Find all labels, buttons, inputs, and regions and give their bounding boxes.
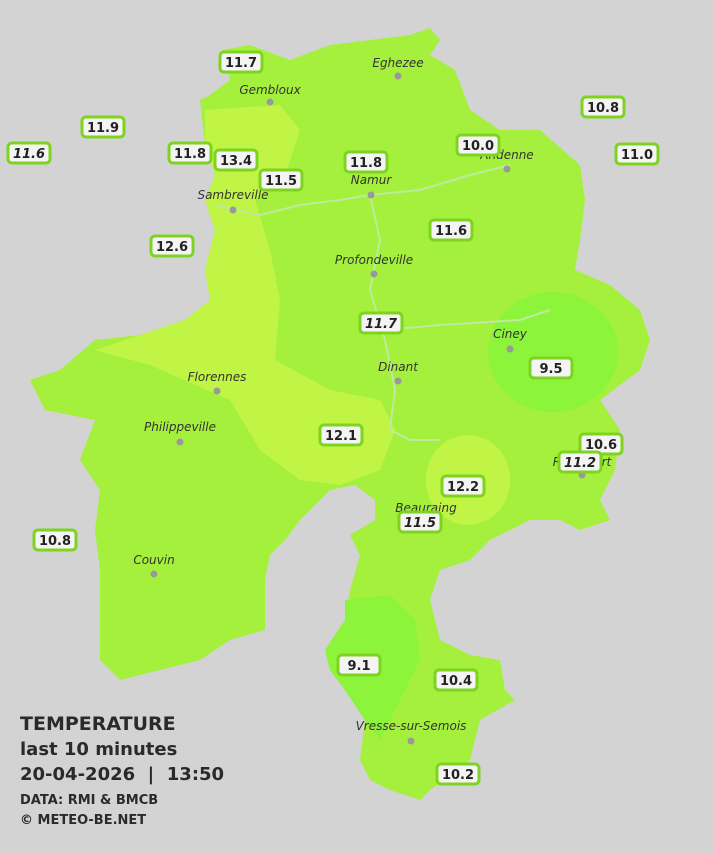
town-dot [266,98,274,106]
cool-zone [488,292,618,412]
legend-timestamp: 20-04-2026 | 13:50 [20,764,224,785]
station-box [557,450,603,474]
station-box [6,141,52,165]
station-value: 10.8 [39,534,71,549]
station-value: 11.7 [365,317,398,332]
town-dot [370,270,378,278]
legend-source: DATA: RMI & BMCB [20,793,158,808]
town-dot [150,570,158,578]
legend-title: TEMPERATURE [20,713,176,735]
town-label: Couvin [133,553,174,567]
town-label: Profondeville [335,253,413,267]
station-value: 11.5 [404,516,436,531]
station-box [614,142,660,166]
station-box [435,762,481,786]
town-dot [394,72,402,80]
station-box [528,356,574,380]
station-value: 11.8 [350,156,382,171]
station-value: 11.6 [435,224,467,239]
station-box [358,311,404,335]
town-label: Gembloux [239,83,301,97]
station-value: 11.2 [564,456,596,471]
station-value: 10.4 [440,674,472,689]
station-value: 11.5 [265,174,297,189]
station-value: 13.4 [220,154,252,169]
station-value: 10.8 [587,101,619,116]
station-value: 9.5 [539,362,562,377]
warm-zone [95,105,395,485]
station-value: 11.0 [621,148,653,163]
town-dot [367,191,375,199]
town-dot [407,737,415,745]
station-box [32,528,78,552]
town-dot [229,206,237,214]
station-value: 10.2 [442,768,474,783]
station-box [433,668,479,692]
station-value: 9.1 [347,659,370,674]
station-box [440,474,486,498]
station-box [580,95,626,119]
station-box [167,141,213,165]
station-box [218,50,264,74]
town-dot [176,438,184,446]
station-value: 11.7 [225,56,257,71]
station-value: 10.6 [585,438,617,453]
river [214,164,551,441]
station-value: 10.0 [462,139,494,154]
town-label: Eghezee [372,56,423,70]
station-box [428,218,474,242]
town-dot [213,387,221,395]
station-box [336,653,382,677]
station-box [397,510,443,534]
station-value: 12.1 [325,429,357,444]
station-box [318,423,364,447]
station-box [258,168,304,192]
town-label: Philippeville [144,420,216,434]
town-dot [506,345,514,353]
station-box [149,234,195,258]
town-label: Dinant [378,360,419,374]
town-dot [503,165,511,173]
station-box [80,115,126,139]
legend-copyright: © METEO-BE.NET [20,813,146,828]
town-label: Namur [351,173,393,187]
town-label: Sambreville [197,188,268,202]
station-value: 11.9 [87,121,119,136]
station-value: 11.6 [13,147,45,162]
town-label: Florennes [188,370,247,384]
station-box [213,148,259,172]
town-label: Ciney [493,327,528,341]
station-value: 11.8 [174,147,206,162]
station-value: 12.6 [156,240,188,255]
station-box [455,133,501,157]
town-dot [394,377,402,385]
station-box [343,150,389,174]
town-label: Vresse-sur-Semois [356,719,467,733]
station-value: 12.2 [447,480,479,495]
legend-subtitle: last 10 minutes [20,739,177,760]
